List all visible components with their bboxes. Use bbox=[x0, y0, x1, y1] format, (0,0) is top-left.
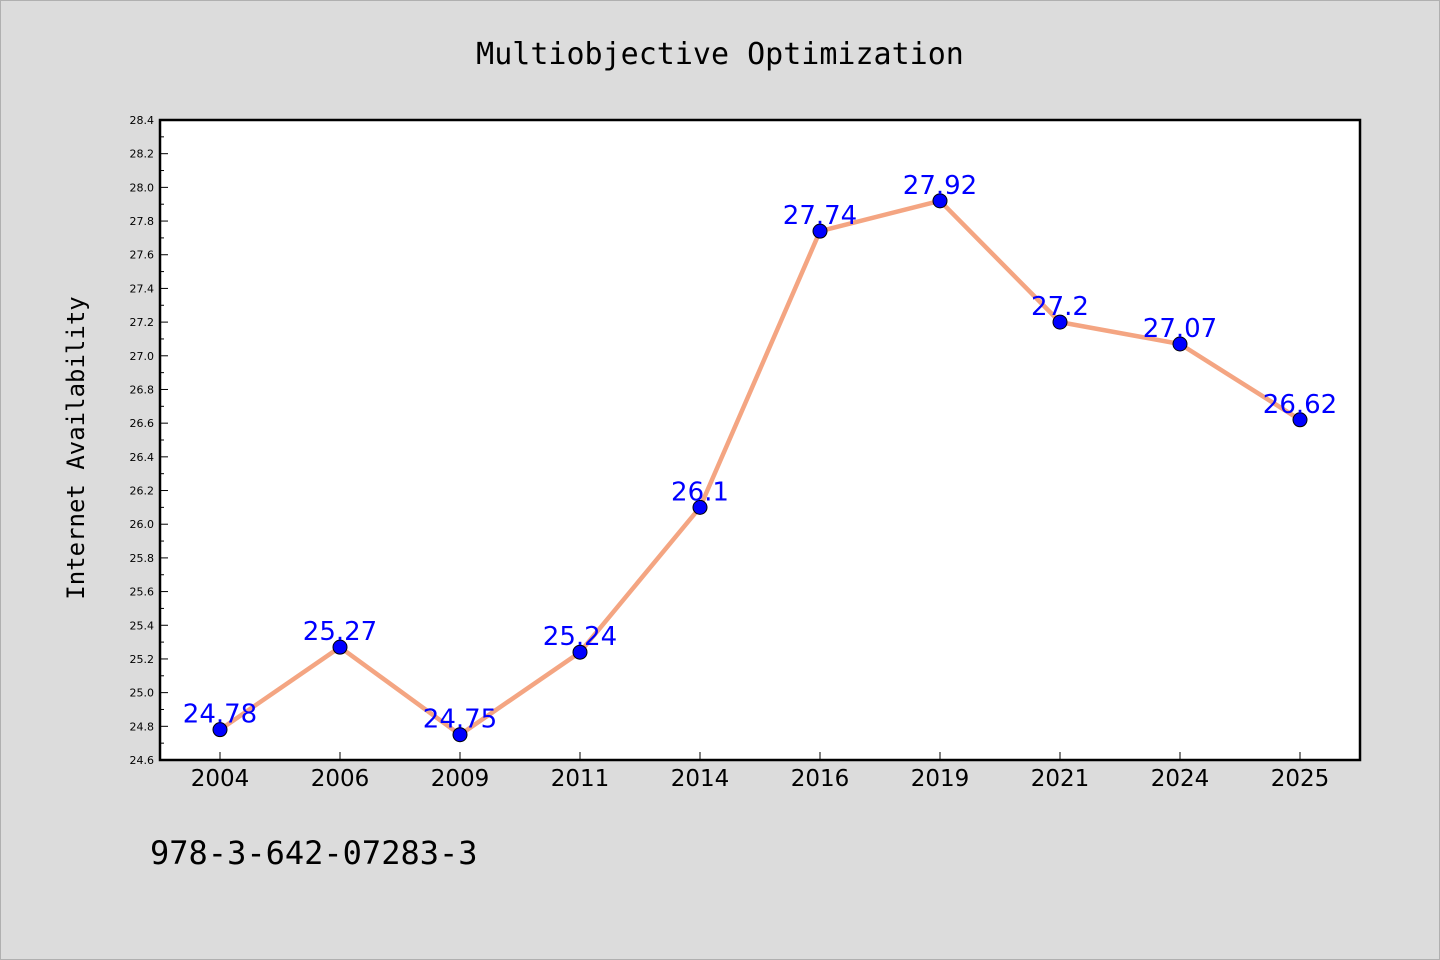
x-tick-label: 2025 bbox=[1271, 766, 1330, 792]
data-point-marker bbox=[812, 223, 828, 239]
y-tick-label: 27.8 bbox=[130, 215, 155, 228]
data-point-marker bbox=[1292, 412, 1308, 428]
data-labels-group: 24.78 25.27 24.75 25.24 26.1 27.74 27.92 27.2 27… bbox=[183, 171, 1337, 735]
y-axis-ticks: 24.6 24.8 25.0 25.2 25.4 25.6 25.8 26.0 26.2 26.4… bbox=[130, 114, 168, 767]
x-tick-label: 2016 bbox=[791, 766, 850, 792]
y-tick-label: 27.6 bbox=[130, 249, 155, 262]
data-point-marker bbox=[212, 722, 228, 738]
data-point-label: 25.27 bbox=[303, 617, 377, 647]
data-point-label: 25.24 bbox=[543, 622, 617, 652]
x-tick-label: 2024 bbox=[1151, 766, 1210, 792]
series-line-group bbox=[218, 198, 1302, 737]
footer-isbn: 978-3-642-07283-3 bbox=[150, 834, 478, 872]
markers-group bbox=[212, 193, 1308, 743]
y-tick-label: 27.0 bbox=[130, 350, 155, 363]
data-point-marker bbox=[332, 639, 348, 655]
y-axis-label: Internet Availability bbox=[62, 296, 90, 599]
data-point-label: 24.75 bbox=[423, 705, 497, 735]
data-point-label: 27.92 bbox=[903, 171, 977, 201]
y-tick-label: 26.2 bbox=[130, 485, 155, 498]
y-tick-label: 26.0 bbox=[130, 518, 155, 531]
y-tick-label: 27.2 bbox=[130, 316, 155, 329]
y-tick-label: 25.8 bbox=[130, 552, 155, 565]
data-point-marker bbox=[932, 193, 948, 209]
y-tick-label: 28.4 bbox=[130, 114, 155, 127]
y-tick-label: 24.8 bbox=[130, 720, 155, 733]
x-tick-label: 2014 bbox=[671, 766, 730, 792]
y-tick-label: 26.6 bbox=[130, 417, 155, 430]
y-tick-label: 28.2 bbox=[130, 148, 155, 161]
x-tick-label: 2019 bbox=[911, 766, 970, 792]
data-point-label: 27.74 bbox=[783, 201, 857, 231]
data-point-marker bbox=[692, 499, 708, 515]
data-point-marker bbox=[1172, 336, 1188, 352]
y-tick-label: 26.4 bbox=[130, 451, 155, 464]
x-tick-label: 2021 bbox=[1031, 766, 1090, 792]
data-point-label: 26.1 bbox=[671, 477, 729, 507]
y-tick-label: 25.6 bbox=[130, 586, 155, 599]
plot-area bbox=[158, 118, 1362, 762]
x-tick-label: 2009 bbox=[431, 766, 490, 792]
x-tick-label: 2006 bbox=[311, 766, 370, 792]
data-point-label: 27.07 bbox=[1143, 314, 1217, 344]
y-tick-label: 27.4 bbox=[130, 282, 155, 295]
y-tick-label: 25.2 bbox=[130, 653, 155, 666]
data-point-label: 24.78 bbox=[183, 700, 257, 730]
y-tick-label: 25.0 bbox=[130, 687, 155, 700]
y-tick-label: 28.0 bbox=[130, 181, 155, 194]
data-point-marker bbox=[452, 727, 468, 743]
x-tick-label: 2004 bbox=[191, 766, 250, 792]
y-tick-label: 25.4 bbox=[130, 619, 155, 632]
series-line bbox=[218, 198, 1302, 737]
x-axis-ticks: 2004 2006 2009 2011 2014 2016 2019 2021 2024 2025 bbox=[191, 752, 1330, 792]
data-point-label: 26.62 bbox=[1263, 390, 1337, 420]
y-tick-label: 24.6 bbox=[130, 754, 155, 767]
y-tick-label: 26.8 bbox=[130, 383, 155, 396]
chart-title: Multiobjective Optimization bbox=[476, 37, 964, 72]
data-point-marker bbox=[1052, 314, 1068, 330]
data-point-marker bbox=[572, 644, 588, 660]
data-point-label: 27.2 bbox=[1031, 292, 1089, 322]
x-tick-label: 2011 bbox=[551, 766, 610, 792]
